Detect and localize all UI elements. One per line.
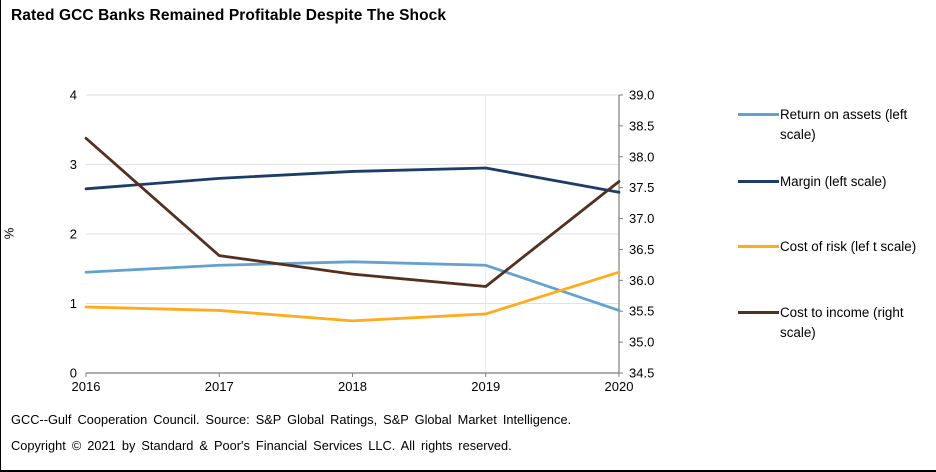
legend-item-cost-to-income: Cost to income (right scale) [738, 303, 932, 343]
right-tick-label-37.5: 37.5 [629, 180, 654, 195]
footnote-source: GCC--Gulf Cooperation Council. Source: S… [11, 412, 572, 427]
line-return-on-assets-left-scale [84, 260, 621, 312]
legend-item-cost-of-risk: Cost of risk (lef t scale) [738, 237, 916, 257]
left-tick-label-0: 0 [70, 366, 77, 381]
legend-label-margin: Margin (left scale) [780, 174, 887, 189]
right-tick-label-38.0: 38.0 [629, 149, 654, 164]
right-tick-label-39.0: 39.0 [629, 88, 654, 103]
right-tick-label-38.5: 38.5 [629, 118, 654, 133]
line-cost-to-income-right-scale [84, 136, 621, 288]
right-tick-label-37.0: 37.0 [629, 211, 654, 226]
right-tick-label-35.0: 35.0 [629, 335, 654, 350]
x-tick-label-2018: 2018 [338, 379, 367, 394]
footnote-copyright: Copyright © 2021 by Standard & Poor's Fi… [11, 438, 512, 453]
legend-item-margin: Margin (left scale) [738, 172, 886, 192]
right-tick-label-34.5: 34.5 [629, 366, 654, 381]
right-tick-label-36.0: 36.0 [629, 273, 654, 288]
left-tick-label-1: 1 [70, 296, 77, 311]
legend-swatch-return-on-assets [738, 113, 779, 116]
legend-label-return-on-assets: Return on assets (left scale) [780, 107, 908, 142]
right-tick-label-35.5: 35.5 [629, 304, 654, 319]
legend-swatch-cost-to-income [738, 311, 779, 314]
x-tick-label-2020: 2020 [605, 379, 634, 394]
legend-swatch-cost-of-risk [738, 245, 779, 248]
legend-swatch-margin [738, 180, 779, 183]
legend-label-cost-of-risk: Cost of risk (lef t scale) [780, 239, 917, 254]
line-cost-of-risk-lef-t-scale [84, 270, 621, 323]
chart-title: Rated GCC Banks Remained Profitable Desp… [11, 7, 447, 24]
left-tick-label-2: 2 [70, 227, 77, 242]
x-tick-label-2016: 2016 [72, 379, 101, 394]
right-tick-label-36.5: 36.5 [629, 242, 654, 257]
legend-label-cost-to-income: Cost to income (right scale) [780, 305, 904, 340]
left-tick-label-4: 4 [70, 88, 77, 103]
line-margin-left-scale [84, 166, 621, 194]
x-tick-label-2019: 2019 [471, 379, 500, 394]
left-tick-label-3: 3 [70, 157, 77, 172]
x-tick-label-2017: 2017 [205, 379, 234, 394]
legend-item-return-on-assets: Return on assets (left scale) [738, 105, 932, 145]
